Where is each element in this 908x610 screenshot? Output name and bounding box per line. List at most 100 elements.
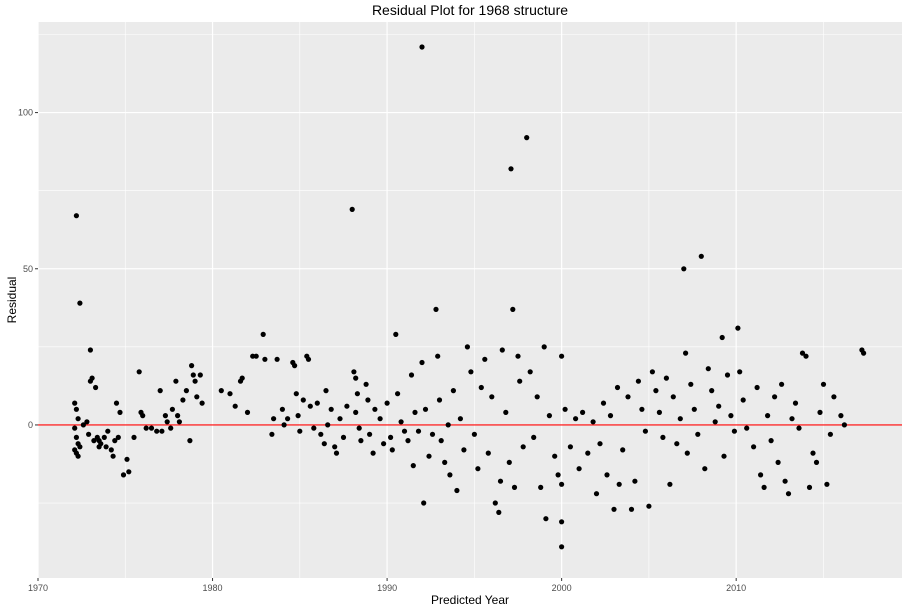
data-point — [475, 466, 481, 472]
plot-panel — [38, 22, 902, 578]
data-point — [524, 135, 530, 141]
data-point — [688, 381, 694, 387]
data-point — [154, 428, 160, 434]
data-point — [159, 428, 165, 434]
data-point — [398, 419, 404, 425]
data-point — [531, 434, 537, 440]
data-point — [194, 394, 200, 400]
data-point — [576, 466, 582, 472]
data-point — [295, 413, 301, 419]
data-point — [377, 416, 383, 422]
data-point — [120, 472, 127, 478]
data-point — [422, 406, 429, 412]
data-point — [113, 400, 120, 406]
data-point — [410, 463, 416, 469]
data-point — [447, 472, 453, 478]
data-point — [721, 453, 727, 459]
data-point — [737, 369, 743, 375]
data-point — [93, 384, 99, 391]
data-point — [656, 409, 663, 415]
data-point — [838, 413, 844, 419]
data-point — [503, 409, 509, 415]
data-point — [297, 428, 303, 434]
data-point — [620, 447, 626, 453]
data-point — [340, 434, 347, 440]
data-point — [499, 347, 505, 353]
data-point — [761, 484, 767, 490]
data-point — [775, 459, 781, 465]
data-point — [546, 413, 553, 419]
data-point — [796, 425, 802, 431]
data-point — [110, 453, 116, 459]
data-point — [534, 394, 540, 400]
data-point — [108, 447, 114, 453]
data-point — [169, 406, 175, 412]
data-point — [189, 363, 195, 369]
data-point — [731, 428, 738, 434]
data-point — [841, 422, 848, 428]
data-point — [279, 406, 285, 412]
data-point — [667, 481, 673, 487]
data-point — [401, 428, 408, 434]
data-point — [192, 378, 198, 384]
data-point — [471, 431, 477, 437]
data-point — [712, 419, 718, 425]
data-point — [232, 403, 238, 409]
data-point — [168, 425, 174, 431]
data-point — [792, 400, 799, 406]
data-point — [541, 344, 547, 350]
data-point — [642, 428, 649, 434]
data-point — [450, 388, 456, 394]
y-tick-label: 100 — [18, 108, 33, 118]
data-point — [351, 369, 357, 375]
data-point — [719, 334, 725, 341]
data-point — [353, 375, 359, 381]
data-point — [80, 422, 86, 428]
data-point — [349, 206, 355, 212]
data-point — [367, 431, 373, 437]
data-point — [754, 384, 760, 391]
data-point — [164, 419, 170, 425]
data-point — [190, 372, 196, 378]
data-point — [73, 406, 79, 412]
data-point — [260, 331, 266, 337]
data-point — [311, 425, 317, 431]
data-point — [653, 388, 659, 394]
data-point — [702, 466, 708, 472]
data-point — [691, 406, 697, 412]
data-point — [105, 428, 111, 434]
data-point — [677, 416, 683, 422]
data-point — [323, 388, 329, 394]
data-point — [632, 478, 638, 484]
data-point — [670, 394, 676, 400]
data-point — [445, 422, 451, 428]
data-point — [485, 450, 491, 456]
data-point — [244, 409, 251, 415]
data-point — [356, 425, 362, 431]
data-point — [227, 391, 233, 397]
data-point — [115, 434, 121, 440]
data-point — [861, 350, 867, 356]
data-point — [705, 366, 711, 372]
data-point — [482, 356, 488, 362]
data-point — [285, 416, 291, 422]
data-point — [126, 469, 132, 475]
data-point — [162, 413, 168, 419]
y-tick-label: 0 — [28, 420, 33, 430]
data-point — [517, 378, 523, 384]
data-point — [728, 413, 734, 419]
data-point — [604, 472, 610, 478]
data-point — [806, 484, 813, 490]
data-point — [464, 344, 470, 350]
data-point — [628, 506, 635, 512]
data-point — [395, 391, 401, 397]
data-point — [388, 434, 394, 440]
data-point — [580, 409, 586, 415]
data-point — [724, 372, 731, 378]
x-axis: 1970 1980 1990 2000 2010 — [28, 578, 746, 593]
data-point — [180, 397, 186, 403]
data-point — [269, 431, 275, 437]
data-point — [415, 428, 422, 434]
data-point — [175, 413, 181, 419]
data-point — [429, 431, 436, 437]
